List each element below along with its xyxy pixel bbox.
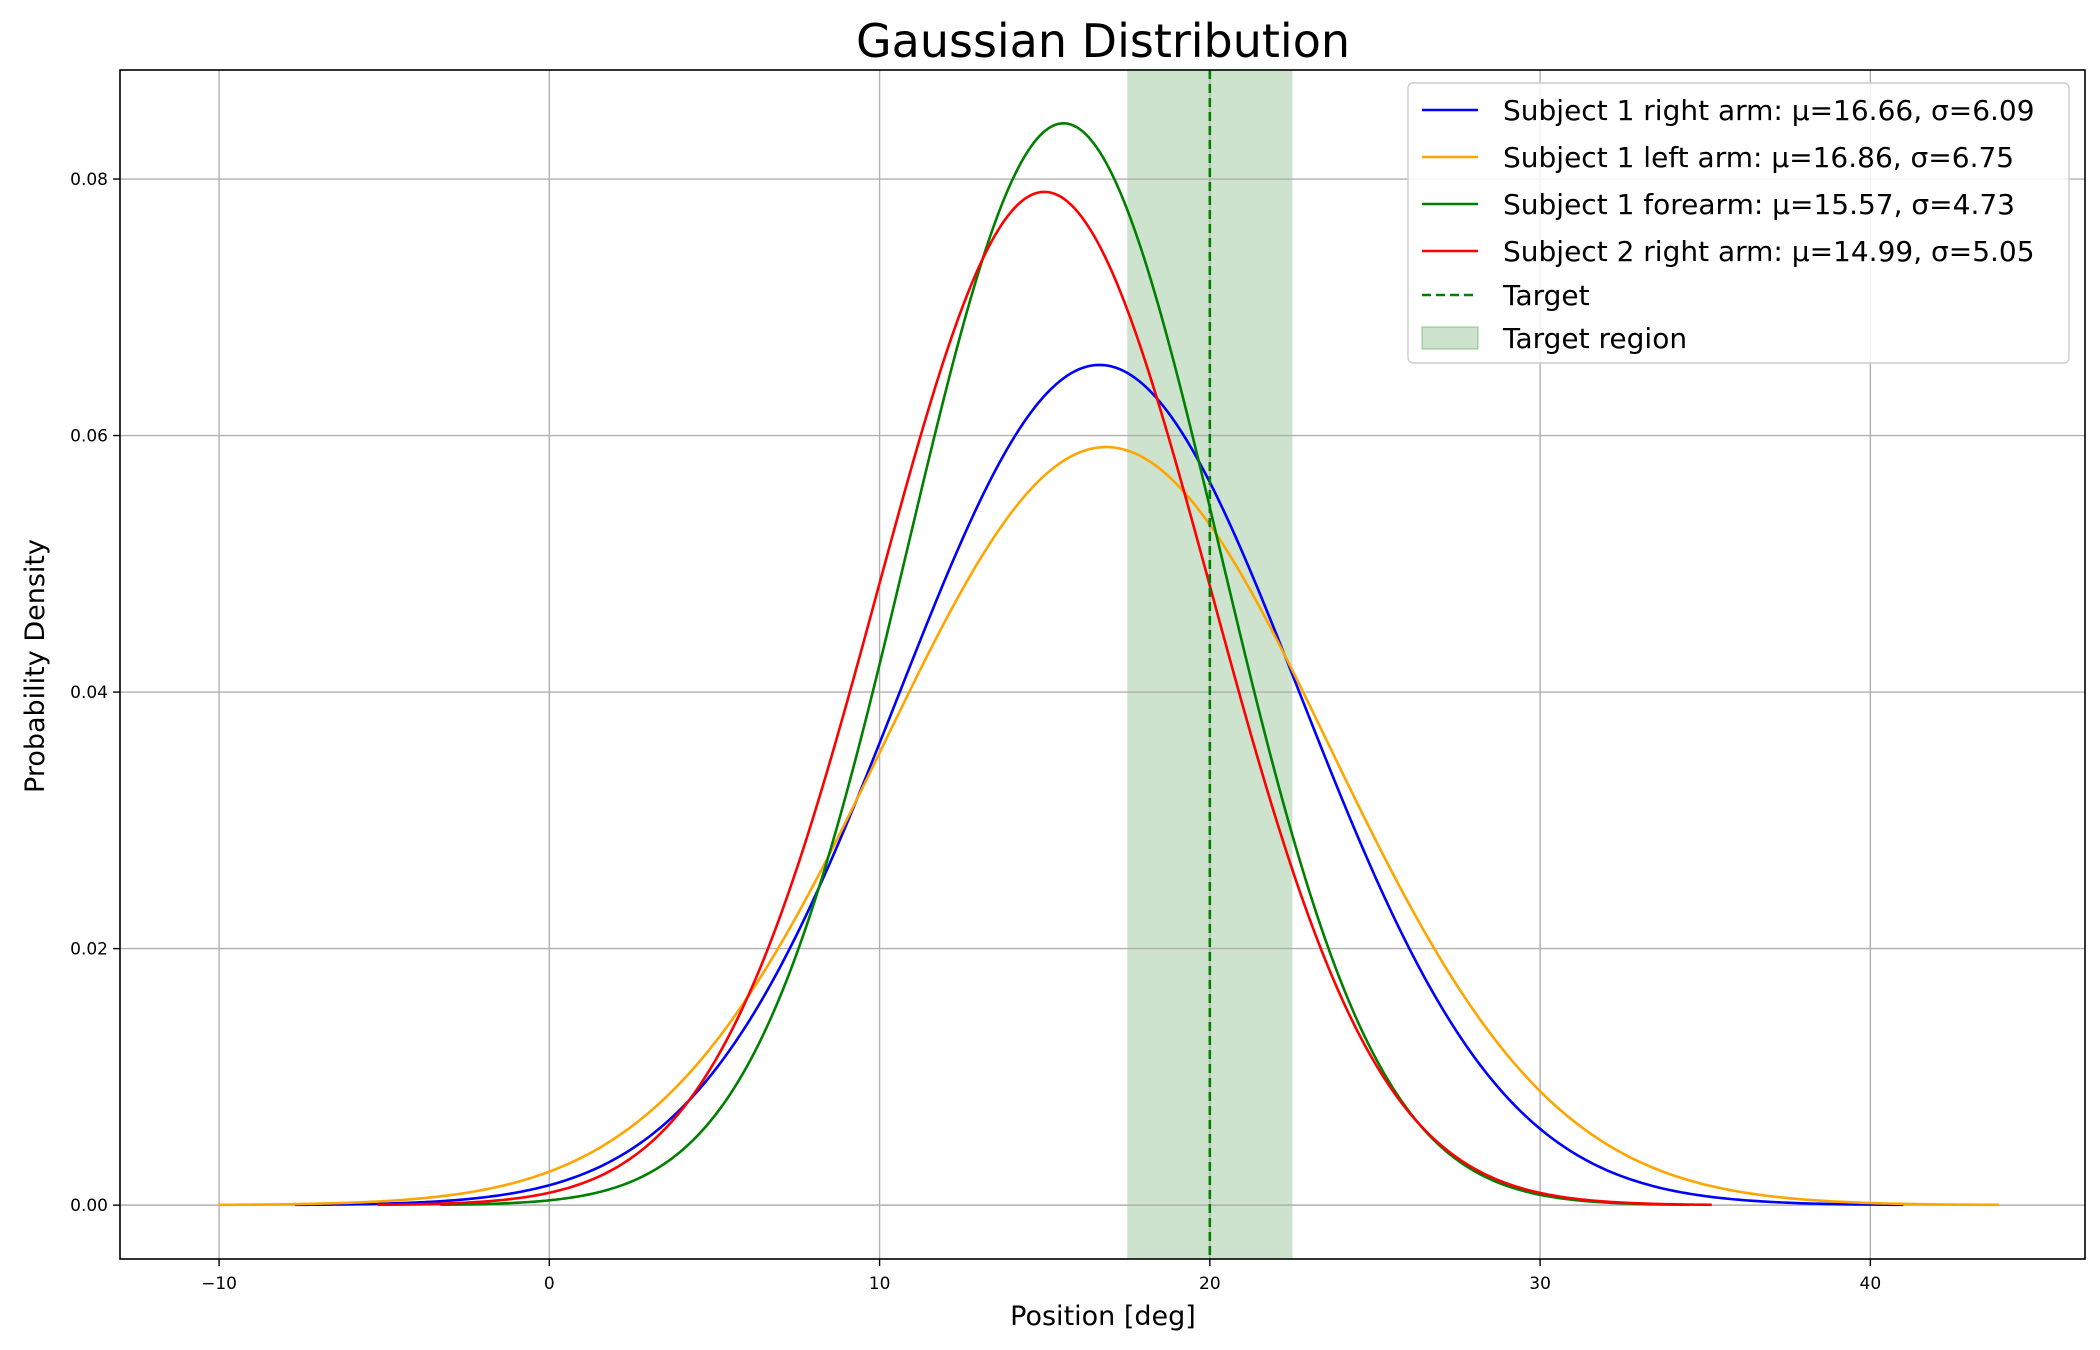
- legend-label-1: Subject 1 right arm: μ=16.66, σ=6.09: [1503, 94, 2035, 127]
- x-tick-label: 10: [869, 1274, 891, 1294]
- y-tick-label: 0.06: [70, 427, 108, 447]
- y-tick-label: 0.04: [70, 683, 108, 703]
- x-tick-label: 40: [1860, 1274, 1882, 1294]
- legend-label-2: Subject 1 left arm: μ=16.86, σ=6.75: [1503, 141, 2014, 174]
- legend-label-target: Target: [1502, 279, 1590, 312]
- series-line-2: [219, 445, 2000, 1207]
- chart-title: Gaussian Distribution: [856, 14, 1350, 68]
- series-line-4: [377, 190, 1712, 1207]
- series-line-1: [295, 363, 1904, 1207]
- legend-swatch-region: [1421, 326, 1479, 350]
- series-layer: [219, 122, 2000, 1207]
- x-tick-label: 20: [1199, 1274, 1221, 1294]
- y-tick-label: 0.02: [70, 940, 108, 960]
- series-line-3: [440, 122, 1689, 1207]
- y-tick-label: 0.08: [70, 170, 108, 190]
- y-tick-label: 0.00: [70, 1196, 108, 1216]
- legend-label-3: Subject 1 forearm: μ=15.57, σ=4.73: [1503, 188, 2015, 221]
- x-tick-label: 30: [1529, 1274, 1551, 1294]
- y-axis-label: Probability Density: [20, 539, 51, 793]
- legend-label-4: Subject 2 right arm: μ=14.99, σ=5.05: [1503, 235, 2035, 268]
- legend-label-region: Target region: [1502, 322, 1687, 355]
- tick-layer: −10 0 10 20 30 40 0.00 0.02 0.04 0.06 0.08: [70, 170, 1881, 1294]
- legend: Subject 1 right arm: μ=16.66, σ=6.09 Subj…: [1407, 82, 2070, 364]
- x-axis-label: Position [deg]: [1010, 1301, 1196, 1332]
- legend-box: [1407, 82, 2070, 364]
- x-tick-label: 0: [544, 1274, 555, 1294]
- plot-frame: [119, 69, 2086, 1260]
- x-tick-label: −10: [201, 1274, 237, 1294]
